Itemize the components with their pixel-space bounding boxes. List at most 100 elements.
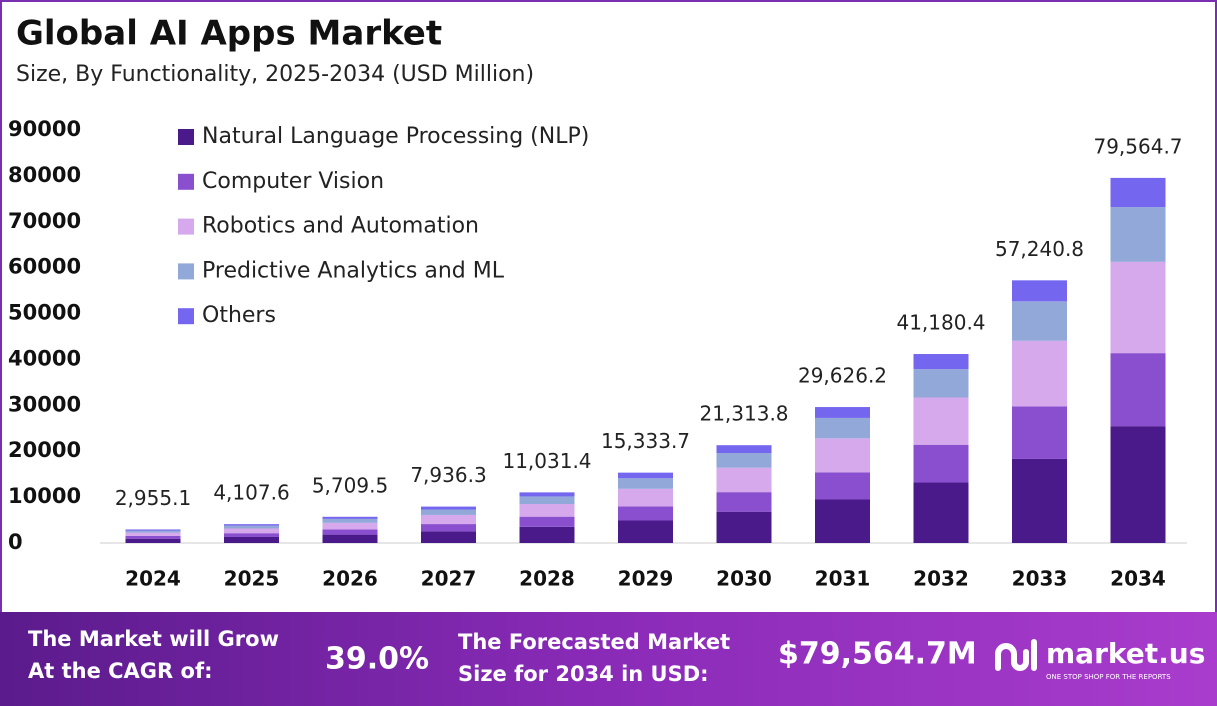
bar-segment xyxy=(421,514,476,525)
legend-label: Robotics and Automation xyxy=(202,214,479,239)
brand-logo xyxy=(995,639,1037,671)
bar-segment xyxy=(1012,458,1067,543)
x-tick-label: 2030 xyxy=(716,567,772,591)
bar-segment xyxy=(815,499,870,543)
y-tick-label: 70000 xyxy=(8,209,81,233)
bar-segment xyxy=(815,472,870,500)
bar-segment xyxy=(322,522,378,530)
total-label: 11,031.4 xyxy=(502,449,591,473)
bar-segment xyxy=(224,525,279,529)
bar-segment xyxy=(322,534,378,543)
legend-label: Others xyxy=(202,303,276,328)
bar-segment xyxy=(1110,207,1166,262)
bar-segment xyxy=(618,506,673,521)
bar-segment xyxy=(519,526,575,543)
bar-segment xyxy=(224,524,279,526)
legend-swatch xyxy=(178,129,194,145)
bar-segment xyxy=(716,445,772,454)
bar-segment xyxy=(421,506,476,510)
x-tick-label: 2026 xyxy=(322,567,378,591)
bar-segment xyxy=(1012,280,1067,302)
bar-segment xyxy=(1110,426,1166,543)
bar-segment xyxy=(421,531,476,543)
bar-segment xyxy=(618,472,673,479)
x-tick-label: 2029 xyxy=(618,567,674,591)
chart-subtitle: Size, By Functionality, 2025-2034 (USD M… xyxy=(16,62,534,87)
bar-segment xyxy=(618,520,673,543)
bar-segment xyxy=(519,496,575,505)
footer-text: The Market will Grow xyxy=(28,627,279,651)
total-label: 57,240.8 xyxy=(995,237,1084,261)
bar-segment xyxy=(1012,406,1067,459)
footer-value: 39.0% xyxy=(325,642,429,677)
total-label: 2,955.1 xyxy=(115,486,191,510)
bar-segment xyxy=(1110,177,1166,208)
total-label: 7,936.3 xyxy=(410,463,486,487)
brand: market.us xyxy=(1046,637,1205,670)
footer-text: At the CAGR of: xyxy=(28,659,213,683)
y-tick-label: 90000 xyxy=(8,117,81,141)
bar-segment xyxy=(125,535,181,539)
total-label: 4,107.6 xyxy=(213,481,289,505)
bar-segment xyxy=(421,509,476,515)
legend-swatch xyxy=(178,218,194,235)
bar-segment xyxy=(815,417,870,439)
y-tick-label: 0 xyxy=(8,530,23,554)
bar-segment xyxy=(224,528,279,534)
legend-swatch xyxy=(178,173,194,190)
y-tick-label: 80000 xyxy=(8,163,81,187)
bar-segment xyxy=(1110,353,1166,427)
bar-segment xyxy=(519,492,575,497)
tagline: ONE STOP SHOP FOR THE REPORTS xyxy=(1046,673,1171,681)
bar-segment xyxy=(618,478,673,489)
y-tick-label: 30000 xyxy=(8,392,81,416)
bar-segment xyxy=(519,504,575,517)
bar-segment xyxy=(322,529,378,535)
legend-swatch xyxy=(178,263,194,280)
bar-segment xyxy=(716,511,772,543)
chart-title: Global AI Apps Market xyxy=(16,14,442,54)
x-tick-label: 2034 xyxy=(1110,567,1166,591)
bar-segment xyxy=(224,536,279,543)
bar-segment xyxy=(1110,261,1166,354)
bar-segment xyxy=(125,532,181,536)
x-tick-label: 2031 xyxy=(815,567,871,591)
legend-label: Predictive Analytics and ML xyxy=(202,258,505,283)
total-label: 41,180.4 xyxy=(896,311,985,335)
bar-segment xyxy=(716,467,772,493)
bar-segment xyxy=(519,516,575,527)
x-tick-label: 2033 xyxy=(1012,567,1068,591)
bar-segment xyxy=(1012,340,1067,407)
footer-text: The Forecasted Market xyxy=(458,630,730,654)
y-tick-label: 50000 xyxy=(8,301,81,325)
bar-segment xyxy=(815,438,870,473)
total-label: 15,333.7 xyxy=(601,429,690,453)
footer-value: $79,564.7M xyxy=(778,637,977,672)
bar-segment xyxy=(322,516,378,519)
x-tick-label: 2024 xyxy=(125,567,181,591)
bar-segment xyxy=(716,453,772,468)
y-tick-label: 20000 xyxy=(8,438,81,462)
bar-segment xyxy=(815,407,870,418)
bar-segment xyxy=(125,538,181,543)
bar-segment xyxy=(322,518,378,523)
legend-label: Natural Language Processing (NLP) xyxy=(202,124,589,149)
total-label: 21,313.8 xyxy=(699,402,788,426)
bar-segment xyxy=(125,529,181,531)
bar-segment xyxy=(913,369,969,398)
x-tick-label: 2028 xyxy=(519,567,575,591)
bar-segment xyxy=(716,492,772,512)
bar-segment xyxy=(913,397,969,445)
bar-segment xyxy=(913,354,969,370)
y-tick-label: 10000 xyxy=(8,484,81,508)
total-label: 79,564.7 xyxy=(1093,134,1182,158)
bar-segment xyxy=(421,524,476,532)
total-label: 5,709.5 xyxy=(312,473,388,497)
x-tick-label: 2027 xyxy=(421,567,477,591)
bar-segment xyxy=(618,488,673,507)
x-tick-label: 2025 xyxy=(224,567,280,591)
bar-segment xyxy=(125,530,181,533)
bar-segment xyxy=(913,444,969,483)
bar-segment xyxy=(1012,301,1067,341)
